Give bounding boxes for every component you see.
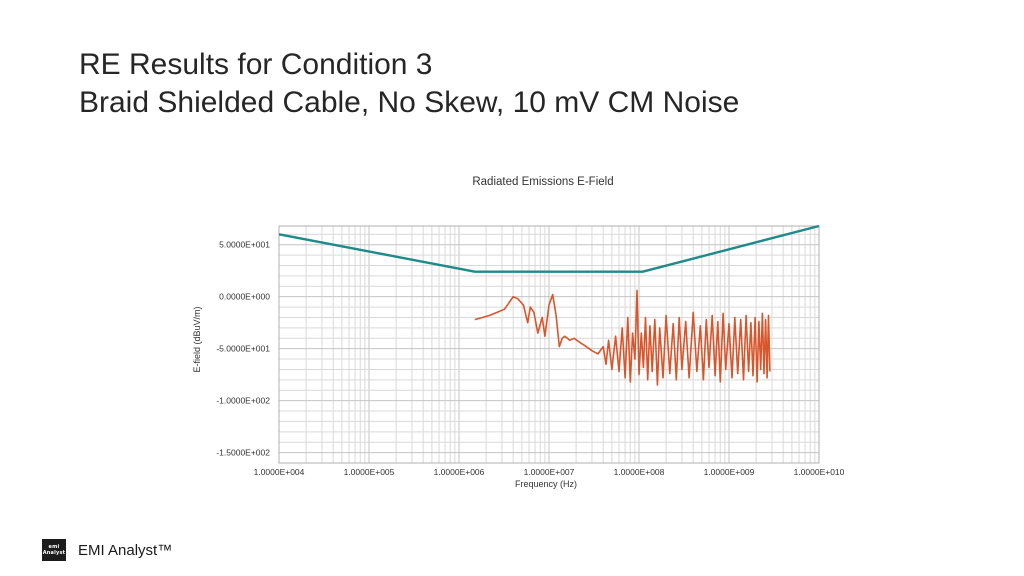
slide-title: RE Results for Condition 3 Braid Shielde… (79, 46, 739, 122)
emission-line (474, 289, 771, 386)
x-tick-label: 1.0000E+010 (794, 467, 845, 477)
x-tick-label: 1.0000E+007 (524, 467, 575, 477)
y-tick-label: -1.0000E+002 (216, 396, 270, 406)
grid-lines (278, 226, 819, 464)
y-tick-label: -5.0000E+001 (216, 344, 270, 354)
footer-brand: EMI Analyst™ (78, 541, 173, 559)
y-axis-label: E-field (dBuV/m) (192, 306, 202, 372)
x-tick-label: 1.0000E+008 (614, 467, 665, 477)
x-tick-label: 1.0000E+006 (434, 467, 485, 477)
x-tick-label: 1.0000E+009 (704, 467, 755, 477)
x-tick-label: 1.0000E+004 (254, 467, 305, 477)
y-tick-label: 5.0000E+001 (219, 240, 270, 250)
logo-text-top: emi (48, 544, 60, 550)
limit-line (278, 224, 820, 273)
x-axis-label: Frequency (Hz) (515, 479, 577, 489)
y-tick-label: 0.0000E+000 (219, 292, 270, 302)
plot-area-frame (278, 225, 820, 464)
logo-text-bottom: Analyst (42, 550, 66, 556)
slide-title-line-2: Braid Shielded Cable, No Skew, 10 mV CM … (79, 86, 740, 119)
slide-title-line-1: RE Results for Condition 3 (79, 48, 433, 81)
emi-analyst-logo: emi Analyst (42, 539, 66, 561)
chart-title: Radiated Emissions E-Field (472, 176, 613, 188)
y-tick-label: -1.5000E+002 (216, 448, 270, 458)
x-tick-label: 1.0000E+005 (344, 467, 395, 477)
footer: emi Analyst EMI Analyst™ (42, 539, 172, 561)
